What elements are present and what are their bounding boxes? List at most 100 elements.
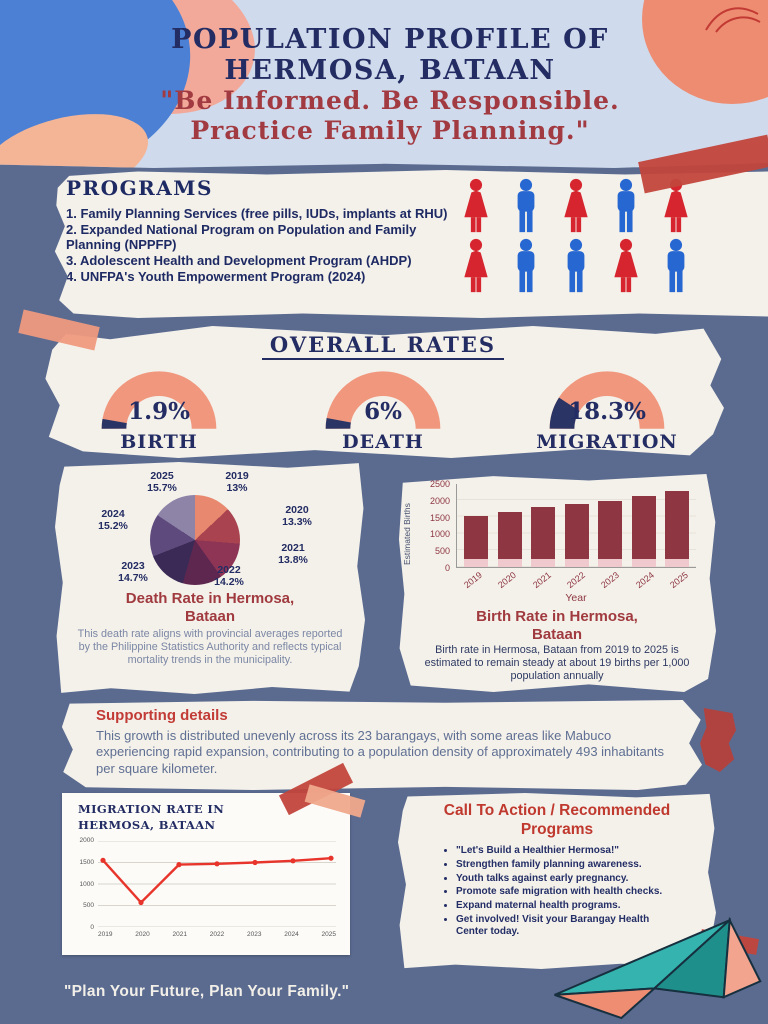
death-pie-chart	[150, 495, 240, 585]
bar	[531, 507, 555, 567]
gauge-value: 1.9%	[128, 398, 190, 425]
programs-heading: PROGRAMS	[66, 176, 213, 200]
female-person-icon	[604, 238, 648, 294]
birth-y-axis-label: Estimated Births	[402, 503, 412, 565]
overall-rates-heading-text: OVERALL RATES	[261, 332, 505, 360]
header-banner: POPULATION PROFILE OF HERMOSA, BATAAN "B…	[0, 0, 768, 168]
y-tick: 2000	[429, 495, 450, 506]
programs-list: 1. Family Planning Services (free pills,…	[66, 206, 464, 285]
x-tick: 2024	[633, 569, 656, 591]
footer-tagline: "Plan Your Future, Plan Your Family."	[64, 983, 350, 1000]
pie-label: 2019 13%	[205, 470, 269, 494]
pie-label-pct: 13.8%	[278, 554, 308, 567]
y-tick: 1500	[79, 858, 94, 866]
x-tick: 2019	[98, 931, 113, 938]
y-tick: 500	[434, 546, 450, 557]
gauge-label: MIGRATION	[536, 431, 678, 453]
program-item: 4. UNFPA's Youth Empowerment Program (20…	[66, 269, 366, 285]
female-person-icon	[554, 178, 598, 234]
cta-item: Get involved! Visit your Barangay Health…	[456, 914, 666, 938]
pie-label: 2023 14.7%	[101, 560, 165, 584]
cta-item: "Let's Build a Healthier Hermosa!"	[456, 845, 666, 857]
x-tick: 2023	[247, 931, 262, 938]
x-tick: 2022	[209, 931, 225, 938]
cta-heading: Call To Action / Recommended Programs	[443, 802, 671, 839]
pie-label-year: 2019	[225, 470, 249, 482]
birth-chart-description: Birth rate in Hermosa, Bataan from 2019 …	[424, 644, 690, 683]
page-title: POPULATION PROFILE OF HERMOSA, BATAAN	[171, 24, 609, 87]
pie-label-year: 2025	[150, 470, 174, 482]
migration-line-chart	[98, 841, 336, 927]
gauges-row: 1.9% BIRTH 6% DEATH 18.3% MIGRATION	[45, 358, 724, 453]
x-tick: 2019	[462, 569, 485, 591]
x-tick: 2024	[284, 931, 299, 938]
male-person-icon	[554, 238, 598, 294]
paper-scrap-decoration	[700, 708, 736, 772]
program-item: 3. Adolescent Health and Development Pro…	[66, 253, 412, 269]
programs-section: PROGRAMS 1. Family Planning Services (fr…	[54, 170, 768, 318]
migration-y-ticks: 2000 1500 1000 500 0	[66, 837, 94, 931]
migration-chart-title: MIGRATION RATE IN HERMOSA, BATAAN	[78, 802, 225, 832]
birth-y-ticks: 2500 2000 1500 1000 500 0	[416, 479, 450, 573]
birth-bar-chart	[456, 484, 696, 568]
pie-label: 2025 15.7%	[130, 470, 194, 494]
migration-x-ticks: 2019 2020 2021 2022 2023 2024 2025	[98, 931, 336, 938]
pie-label-year: 2024	[101, 508, 125, 520]
x-tick: 2023	[599, 569, 622, 591]
gauge-value: 18.3%	[568, 398, 646, 425]
program-item: 1. Family Planning Services (free pills,…	[66, 206, 448, 221]
overall-rates-section: OVERALL RATES 1.9% BIRTH 6% DEATH 18.3% …	[45, 326, 724, 458]
supporting-details-card: Supporting details This growth is distri…	[61, 700, 702, 790]
x-tick: 2020	[135, 931, 150, 938]
call-to-action-card: Call To Action / Recommended Programs "L…	[398, 793, 716, 969]
pie-label-pct: 15.7%	[147, 482, 177, 495]
y-tick: 2500	[429, 479, 450, 489]
bar	[564, 503, 589, 567]
migration-rate-card: MIGRATION RATE IN HERMOSA, BATAAN 2000 15…	[62, 793, 350, 955]
cta-item: Promote safe migration with health check…	[456, 886, 666, 898]
bar	[464, 515, 488, 567]
gauge-label: DEATH	[342, 431, 424, 453]
y-tick: 1000	[79, 880, 94, 888]
gauge-label: BIRTH	[120, 431, 198, 453]
y-tick: 0	[90, 924, 94, 931]
supporting-details-heading: Supporting details	[96, 707, 228, 724]
male-person-icon	[504, 238, 548, 294]
gauge-arc	[549, 371, 665, 430]
y-tick: 0	[444, 562, 450, 573]
pie-label: 2021 13.8%	[261, 542, 325, 566]
gauge-migration: 18.3% MIGRATION	[532, 358, 682, 453]
cta-item: Strengthen family planning awareness.	[456, 859, 666, 871]
gauge-value: 6%	[364, 398, 402, 425]
y-tick: 1000	[429, 529, 450, 540]
pie-label-year: 2022	[217, 564, 241, 576]
pie-label-pct: 13.3%	[282, 516, 312, 529]
death-chart-title: Death Rate in Hermosa, Bataan	[125, 590, 295, 625]
bar	[665, 490, 689, 567]
pie-label-pct: 14.2%	[214, 576, 244, 589]
pie-label-pct: 13%	[226, 482, 248, 495]
gauge-arc	[325, 371, 441, 430]
male-person-icon	[654, 238, 698, 294]
pie-label: 2022 14.2%	[197, 564, 261, 588]
cta-item: Expand maternal health programs.	[456, 900, 666, 912]
gauge-death: 6% DEATH	[308, 358, 458, 453]
x-tick: 2020	[496, 569, 519, 591]
death-rate-card: 2025 15.7% 2019 13% 2020 13.3% 2021 13.8…	[55, 462, 365, 694]
pie-label-pct: 14.7%	[118, 572, 148, 585]
overall-rates-heading: OVERALL RATES	[45, 332, 724, 360]
x-tick: 2022	[565, 569, 587, 591]
pie-label-year: 2023	[121, 560, 145, 572]
birth-chart-title: Birth Rate in Hermosa, Bataan	[476, 608, 638, 643]
y-tick: 2000	[79, 837, 94, 844]
bar	[497, 512, 522, 567]
x-tick: 2025	[667, 569, 690, 591]
y-tick: 500	[83, 902, 94, 910]
page-subtitle: "Be Informed. Be Responsible. Practice F…	[160, 86, 620, 145]
male-person-icon	[604, 178, 648, 234]
supporting-details-text: This growth is distributed unevenly acro…	[96, 728, 665, 776]
birth-x-axis-label: Year	[565, 592, 587, 604]
bar	[598, 500, 622, 567]
male-person-icon	[504, 178, 548, 234]
